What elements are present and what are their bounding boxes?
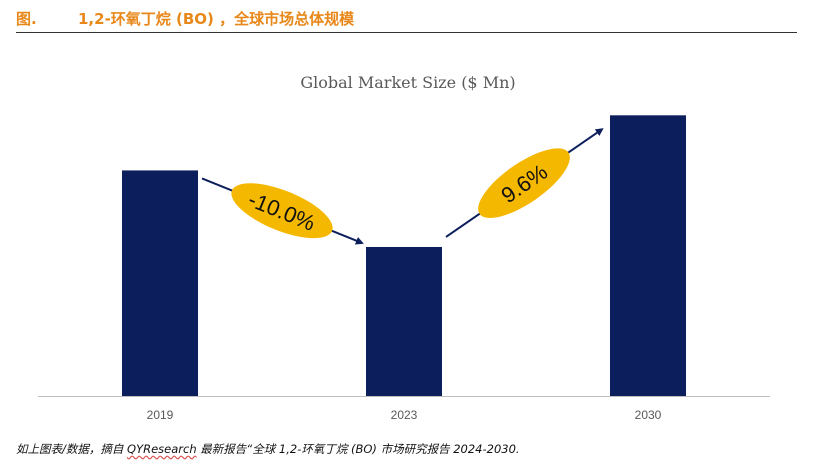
chart-title: Global Market Size ($ Mn) xyxy=(300,73,515,92)
source-note: 如上图表/数据，摘自 QYResearch 最新报告“全球 1,2-环氧丁烷 (… xyxy=(16,441,520,457)
source-brand: QYResearch xyxy=(127,442,197,456)
bar-2030 xyxy=(610,115,686,396)
market-size-chart: Global Market Size ($ Mn) 2019 2023 2030 -10… xyxy=(38,73,770,422)
source-prefix: 如上图表/数据，摘自 xyxy=(16,442,128,456)
figure-header: 图. 1,2-环氧丁烷 (BO) ，全球市场总体规模 xyxy=(16,6,797,33)
growth-badge-shape xyxy=(478,148,570,218)
growth-badge-shape xyxy=(231,183,333,239)
growth-badge-2: 9.6% xyxy=(478,148,570,218)
bar-2019 xyxy=(122,170,198,396)
figure-title: 1,2-环氧丁烷 (BO) ，全球市场总体规模 xyxy=(78,10,355,28)
x-tick-label-2019: 2019 xyxy=(147,408,174,422)
x-tick-label-2023: 2023 xyxy=(391,408,418,422)
bar-2023 xyxy=(366,246,442,396)
x-tick-label-2030: 2030 xyxy=(635,408,662,422)
growth-badge-1: -10.0% xyxy=(231,183,333,239)
figure-label: 图. xyxy=(16,10,37,28)
source-suffix: 最新报告“全球 1,2-环氧丁烷 (BO) 市场研究报告 2024-2030. xyxy=(196,442,520,456)
